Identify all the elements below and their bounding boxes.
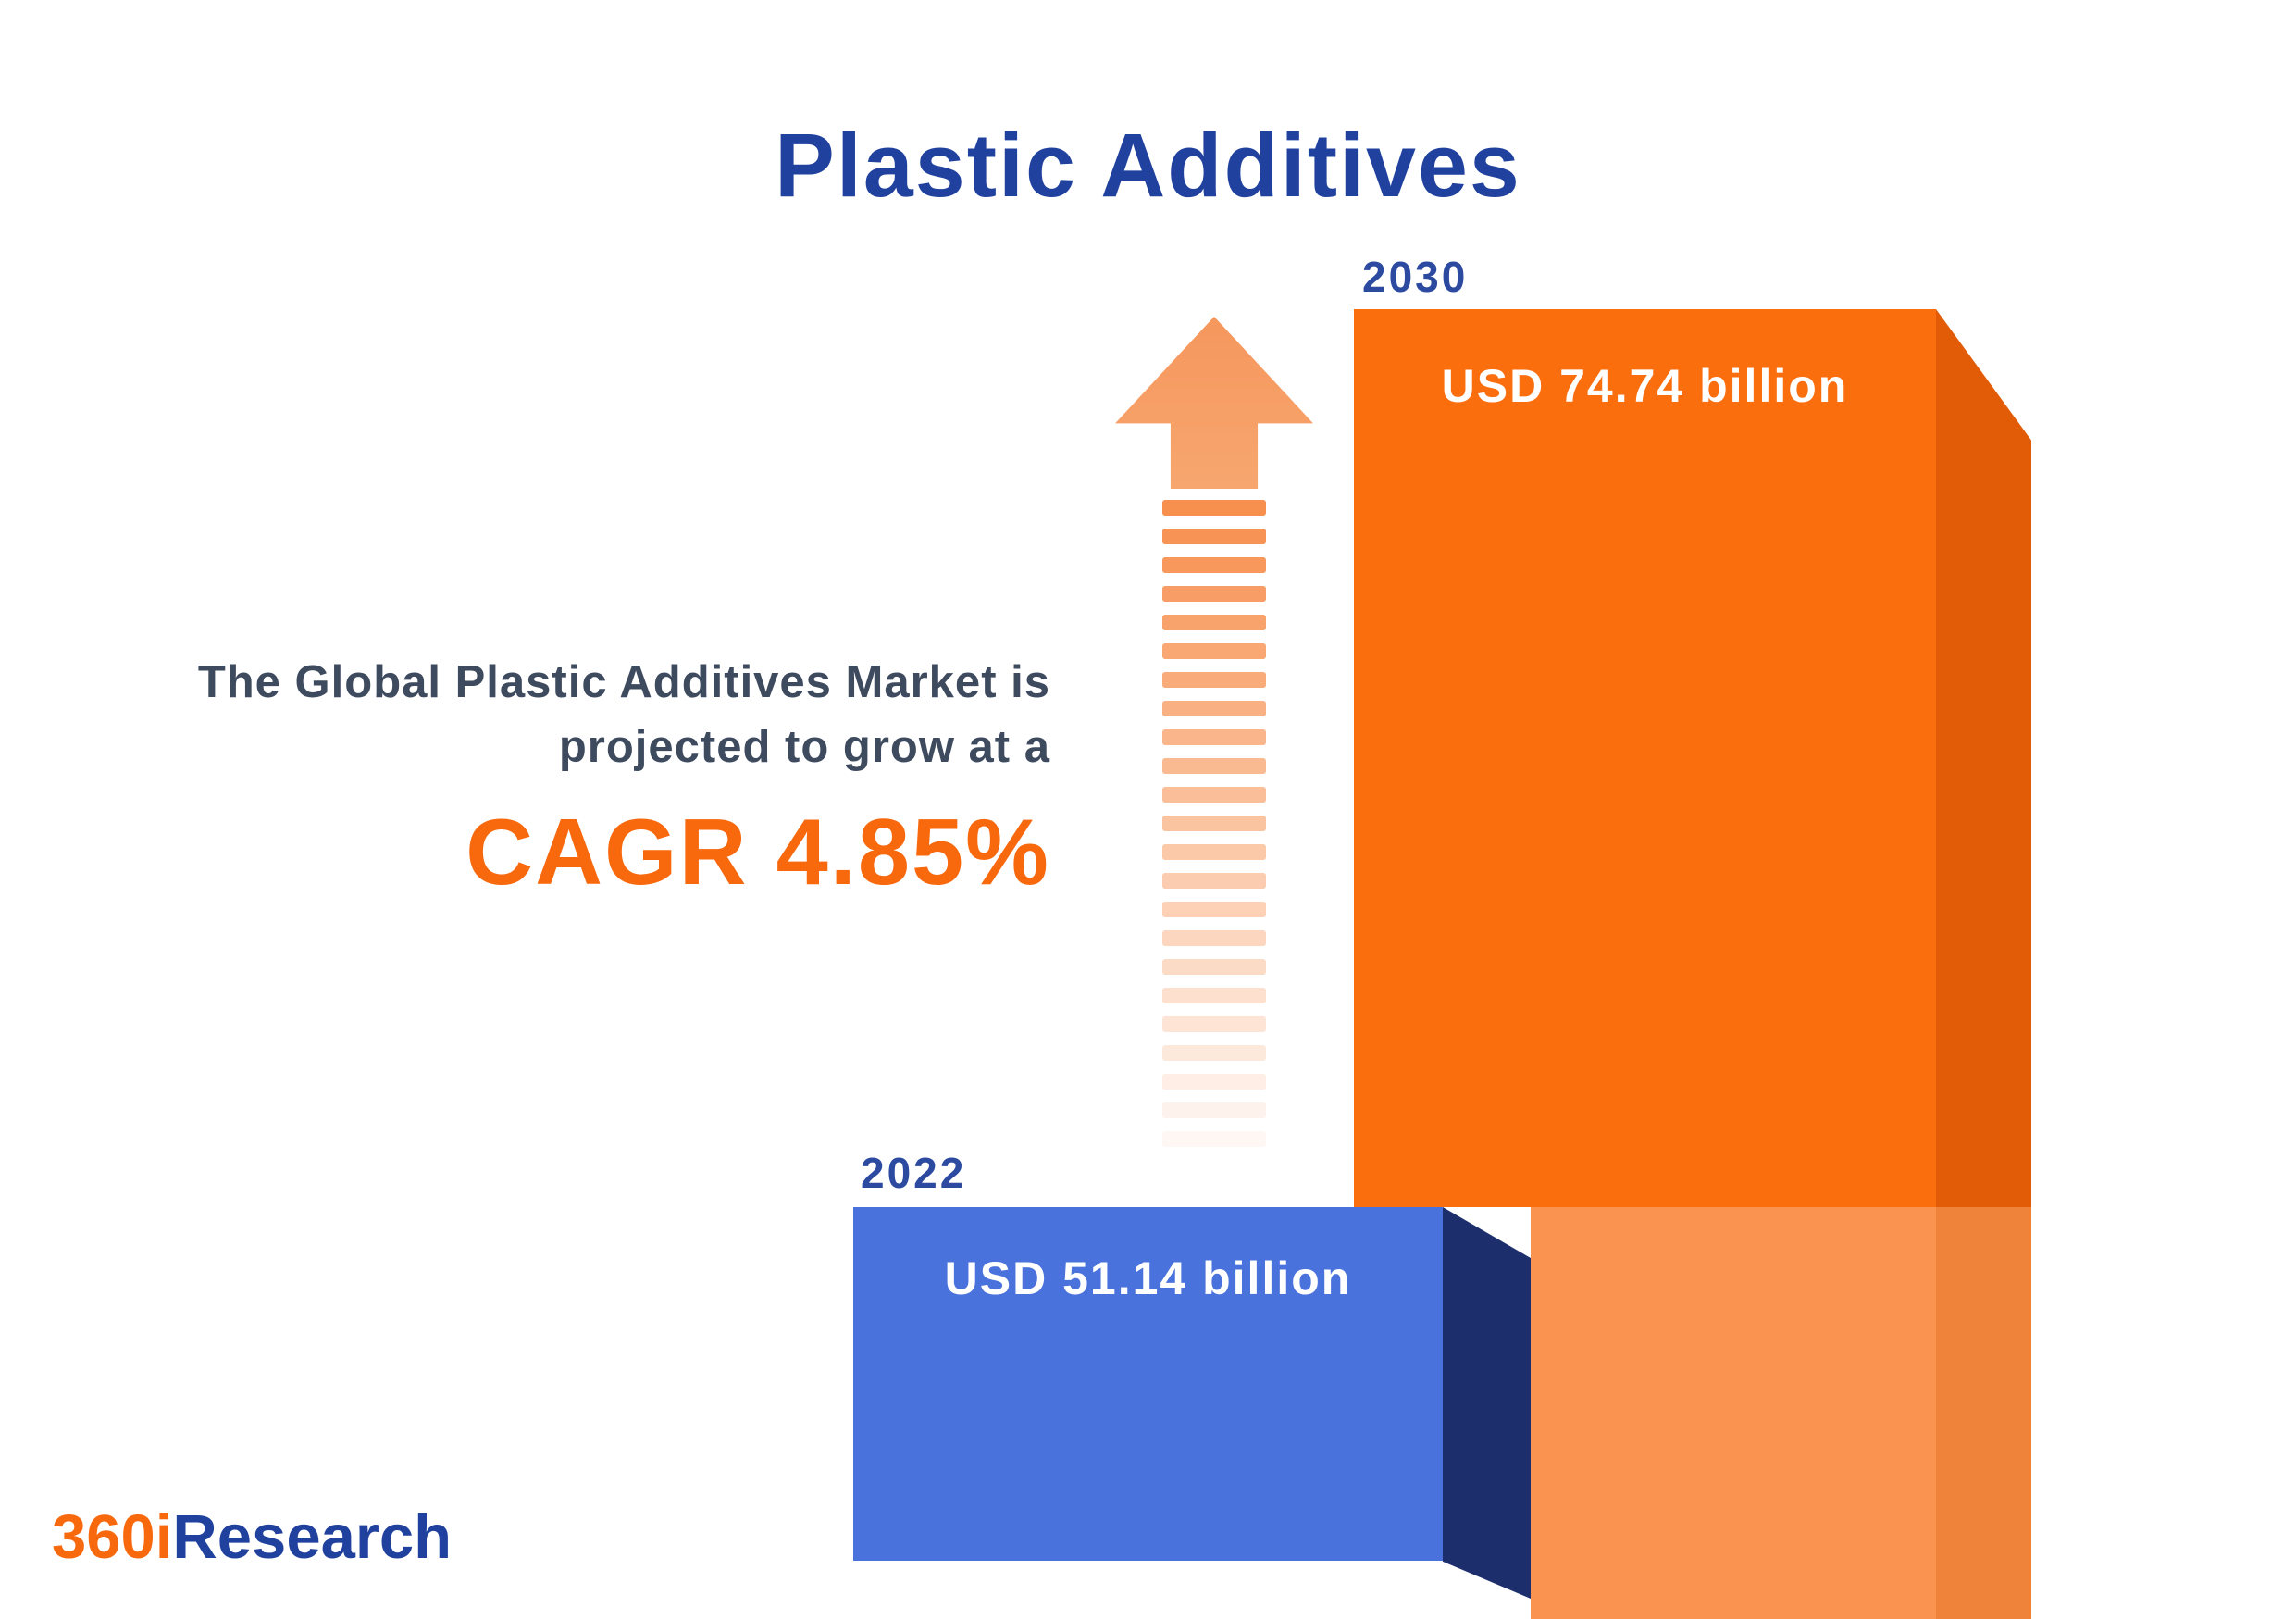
arrow-dash <box>1162 672 1266 688</box>
arrow-dash <box>1162 729 1266 745</box>
arrow-dash <box>1162 988 1266 1003</box>
arrow-dash <box>1162 873 1266 889</box>
bar-2022-front <box>853 1207 1443 1561</box>
bar-2030-front <box>1354 309 1936 1207</box>
arrow-dash <box>1162 930 1266 946</box>
arrow-dashes <box>1162 500 1266 1160</box>
arrow-dash <box>1162 586 1266 602</box>
growth-arrow-head-icon <box>1115 317 1313 489</box>
arrow-dash <box>1162 959 1266 975</box>
arrow-dash <box>1162 1102 1266 1118</box>
bar-2030-base-light <box>1531 1207 2031 1619</box>
intro-line-2: projected to grow at a <box>558 722 1050 772</box>
page-title: Plastic Additives <box>775 114 1521 216</box>
arrow-dash <box>1162 1045 1266 1061</box>
value-label-2022: USD 51.14 billion <box>944 1252 1352 1304</box>
arrow-dash <box>1162 758 1266 774</box>
arrow-dash <box>1162 643 1266 659</box>
arrow-dash <box>1162 1074 1266 1090</box>
logo-360i: 360i <box>52 1502 173 1572</box>
arrow-dash <box>1162 902 1266 917</box>
value-label-2030: USD 74.74 billion <box>1441 360 1849 412</box>
intro-block: The Global Plastic Additives Market is p… <box>111 650 1050 906</box>
intro-line-1: The Global Plastic Additives Market is <box>197 657 1050 707</box>
arrow-dash <box>1162 787 1266 803</box>
arrow-dash <box>1162 844 1266 860</box>
arrow-dash <box>1162 1016 1266 1032</box>
bar-2022-side <box>1443 1207 1531 1599</box>
year-label-2022: 2022 <box>861 1149 967 1197</box>
brand-logo: 360iResearch <box>52 1501 452 1573</box>
arrow-dash <box>1162 615 1266 630</box>
cagr-value: CAGR 4.85% <box>465 801 1050 904</box>
logo-research: Research <box>172 1502 453 1572</box>
year-label-2030: 2030 <box>1362 253 1469 301</box>
arrow-dash <box>1162 557 1266 573</box>
arrow-dash <box>1162 500 1266 516</box>
arrow-dash <box>1162 816 1266 831</box>
bar-2030-side <box>1936 309 2031 1207</box>
arrow-dash <box>1162 529 1266 544</box>
arrow-dash <box>1162 1131 1266 1147</box>
arrow-dash <box>1162 701 1266 716</box>
